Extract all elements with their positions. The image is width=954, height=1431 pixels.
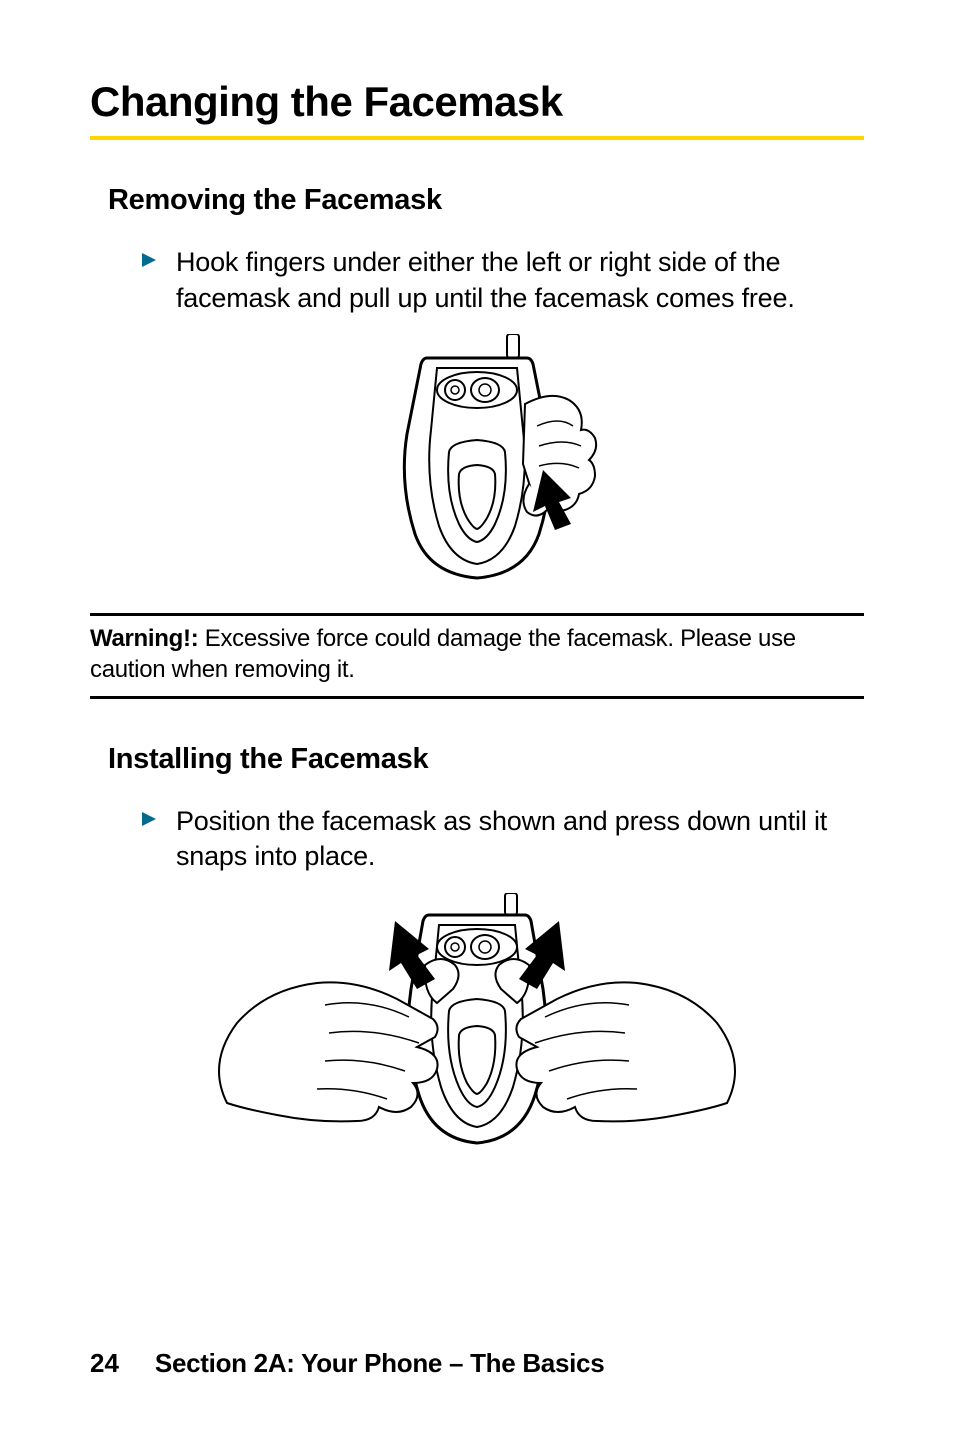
warning-label: Warning!: <box>90 625 198 652</box>
phone-hands-press-icon <box>197 893 757 1163</box>
removing-illustration <box>90 334 864 589</box>
warning-box: Warning!: Excessive force could damage t… <box>90 613 864 698</box>
page-number: 24 <box>90 1348 119 1379</box>
installing-bullet: Position the facemask as shown and press… <box>140 804 864 875</box>
removing-bullet-text: Hook fingers under either the left or ri… <box>176 245 864 316</box>
phone-hand-pull-icon <box>337 334 617 584</box>
triangle <box>142 812 156 826</box>
installing-illustration <box>90 893 864 1168</box>
bullet-arrow-icon <box>140 251 158 316</box>
installing-bullet-text: Position the facemask as shown and press… <box>176 804 864 875</box>
page-footer: 24 Section 2A: Your Phone – The Basics <box>90 1348 604 1379</box>
page-title: Changing the Facemask <box>90 78 864 140</box>
removing-heading: Removing the Facemask <box>108 184 864 217</box>
triangle <box>142 253 156 267</box>
warning-text: Warning!: Excessive force could damage t… <box>90 624 864 685</box>
footer-section-label: Section 2A: Your Phone – The Basics <box>155 1348 604 1379</box>
removing-bullet: Hook fingers under either the left or ri… <box>140 245 864 316</box>
installing-heading: Installing the Facemask <box>108 743 864 776</box>
bullet-arrow-icon <box>140 810 158 875</box>
